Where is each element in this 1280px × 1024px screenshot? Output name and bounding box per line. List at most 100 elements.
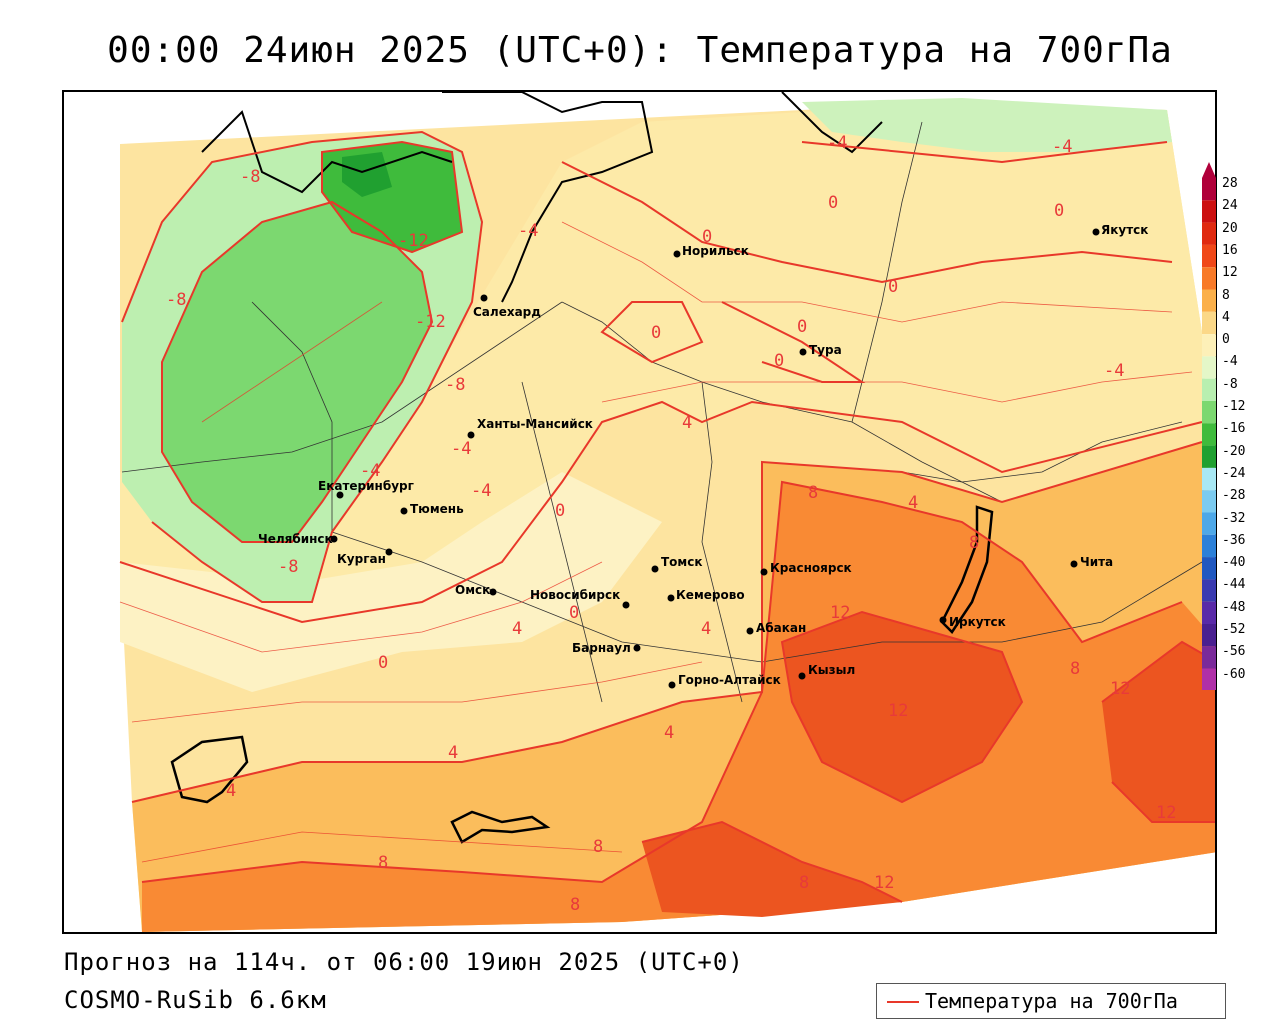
colorbar-tick-label: -20 (1222, 443, 1246, 459)
colorbar-swatch (1202, 490, 1216, 513)
colorbar-tick-label: 8 (1222, 287, 1230, 303)
contour-label: 0 (555, 501, 565, 521)
contour-label: 0 (888, 277, 898, 297)
contour-label: -4 (1104, 361, 1124, 381)
colorbar-tick-label: -44 (1222, 577, 1246, 593)
contour-label: -4 (827, 133, 847, 153)
contour-label: 0 (774, 351, 784, 371)
colorbar-swatch (1202, 423, 1216, 446)
contour-label: -8 (166, 290, 186, 310)
legend-label: Температура на 700гПа (925, 989, 1178, 1013)
contour-label: 4 (226, 781, 236, 801)
contour-labels: -8 -12 -4 -4 0 0 0 -4 -8 -12 -8 -4 -4 -4… (166, 133, 1176, 915)
city-label-tyumen: Тюмень (410, 502, 464, 516)
colorbar-swatch (1202, 534, 1216, 558)
legend-line-swatch (887, 1001, 919, 1003)
city-label-chelyabinsk: Челябинск (258, 532, 333, 546)
colorbar-swatch (1202, 445, 1216, 468)
colorbar-swatch (1202, 512, 1216, 535)
city-label-irkutsk: Иркутск (949, 615, 1006, 629)
contour-label: -12 (415, 312, 446, 332)
contour-label: -4 (518, 221, 538, 241)
colorbar-tick-label: 24 (1222, 198, 1238, 214)
colorbar-swatch (1202, 557, 1216, 580)
city-markers (330, 228, 1100, 689)
map-title: 00:00 24июн 2025 (UTC+0): Температура на… (107, 30, 1173, 71)
colorbar-swatch (1202, 311, 1216, 335)
colorbar-swatch (1202, 601, 1216, 624)
colorbar-swatch (1202, 646, 1216, 669)
contour-label: -8 (240, 167, 260, 187)
city-label-norilsk: Норильск (682, 244, 749, 258)
city-label-khanty-mansiysk: Ханты-Мансийск (477, 417, 593, 431)
colorbar-swatch (1202, 356, 1216, 379)
colorbar-tick-label: 16 (1222, 242, 1238, 258)
colorbar-tick-label: -60 (1222, 666, 1246, 682)
contour-label: 12 (1156, 803, 1176, 823)
colorbar-tick-label: -52 (1222, 622, 1246, 637)
colorbar-swatch (1202, 579, 1216, 602)
temperature-map[interactable]: Салехард Норильск Тура Якутск Ханты-Манс… (62, 90, 1217, 934)
contour-label: -4 (471, 481, 491, 501)
contour-label: 12 (874, 873, 894, 893)
colorbar-swatch (1202, 624, 1216, 647)
contour-label: 0 (797, 317, 807, 337)
contour-label: 0 (828, 193, 838, 213)
city-label-abakan: Абакан (756, 621, 806, 635)
colorbar-tick-label: -56 (1222, 644, 1246, 660)
contour-label: 4 (664, 723, 674, 743)
contour-label: 8 (378, 853, 388, 873)
contour-label: 4 (908, 493, 918, 513)
colorbar-tick-label: -24 (1222, 465, 1246, 481)
contour-label: 0 (651, 323, 661, 343)
colorbar-tick-label: -16 (1222, 421, 1246, 437)
contour-label: -8 (445, 375, 465, 395)
city-label-omsk: Омск (455, 583, 490, 597)
contour-label: 12 (1110, 679, 1130, 699)
city-label-chita: Чита (1080, 555, 1113, 569)
colorbar-swatch (1202, 222, 1216, 245)
colorbar-tick-label: -40 (1222, 555, 1246, 571)
city-label-tura: Тура (809, 343, 842, 357)
colorbar-swatch (1202, 401, 1216, 424)
contour-label: 8 (969, 533, 979, 553)
contour-label: -12 (398, 231, 429, 251)
contour-label: 0 (569, 603, 579, 623)
contour-label: 8 (1070, 659, 1080, 679)
city-label-kyzyl: Кызыл (808, 663, 855, 677)
contour-label: 4 (701, 619, 711, 639)
colorbar-tick-label: -12 (1222, 399, 1246, 414)
city-label-novosibirsk: Новосибирск (530, 588, 620, 602)
legend: Температура на 700гПа (876, 983, 1226, 1019)
contour-label: 0 (1054, 201, 1064, 221)
colorbar-tick-label: -8 (1222, 376, 1238, 392)
colorbar-tick-label: -32 (1222, 510, 1246, 526)
contour-label: 12 (888, 701, 908, 721)
colorbar-tick-label: 12 (1222, 265, 1238, 281)
city-label-tomsk: Томск (661, 555, 703, 569)
colorbar-tick-label: 0 (1222, 332, 1230, 348)
contour-label: -4 (1052, 137, 1072, 157)
city-label-krasnoyarsk: Красноярск (770, 561, 852, 575)
city-labels: Салехард Норильск Тура Якутск Ханты-Манс… (258, 223, 1148, 687)
city-label-barnaul: Барнаул (572, 641, 631, 655)
contour-label: 12 (830, 603, 850, 623)
model-name: COSMO-RuSib 6.6км (64, 986, 327, 1014)
forecast-info: Прогноз на 114ч. от 06:00 19июн 2025 (UT… (64, 948, 744, 976)
colorbar-swatch (1202, 200, 1216, 223)
colorbar (1202, 162, 1216, 690)
contour-label: 4 (682, 413, 692, 433)
city-label-gorno-altaysk: Горно-Алтайск (678, 673, 781, 687)
contour-label: 8 (593, 837, 603, 857)
city-label-yekaterinburg: Екатеринбург (318, 479, 414, 493)
colorbar-tick-label: -28 (1222, 488, 1246, 504)
colorbar-tick-label: 20 (1222, 220, 1238, 236)
contour-label: 0 (702, 227, 712, 247)
city-label-kurgan: Курган (337, 552, 386, 566)
colorbar-swatch (1202, 289, 1216, 312)
colorbar-swatch (1202, 334, 1216, 357)
contour-label: 0 (378, 653, 388, 673)
contour-label: 4 (448, 743, 458, 763)
contour-label: -4 (451, 439, 471, 459)
contour-label: -4 (360, 461, 380, 481)
